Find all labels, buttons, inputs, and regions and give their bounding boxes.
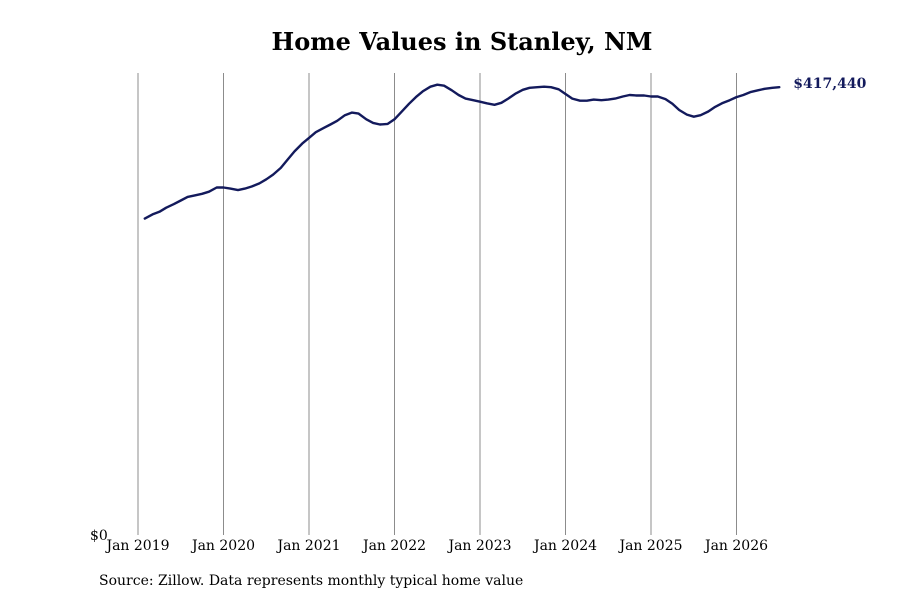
x-tick-label: Jan 2024: [532, 538, 597, 554]
x-tick-label: Jan 2020: [190, 538, 255, 554]
end-value-label: $417,440: [793, 76, 866, 92]
chart-title: Home Values in Stanley, NM: [271, 27, 653, 56]
series-line: [143, 83, 781, 220]
x-tick-label: Jan 2021: [275, 538, 340, 554]
x-tick-label: Jan 2023: [446, 538, 511, 554]
x-tick-label: Jan 2019: [104, 538, 169, 554]
y-tick-label: $0: [90, 528, 108, 544]
source-note: Source: Zillow. Data represents monthly …: [99, 573, 524, 589]
x-tick-label: Jan 2026: [703, 538, 768, 554]
x-tick-label: Jan 2022: [361, 538, 426, 554]
x-axis-ticks: Jan 2019 Jan 2020 Jan 2021 Jan 2022 Jan 2023…: [104, 538, 768, 554]
gridlines: [137, 73, 737, 535]
x-tick-label: Jan 2025: [617, 538, 682, 554]
